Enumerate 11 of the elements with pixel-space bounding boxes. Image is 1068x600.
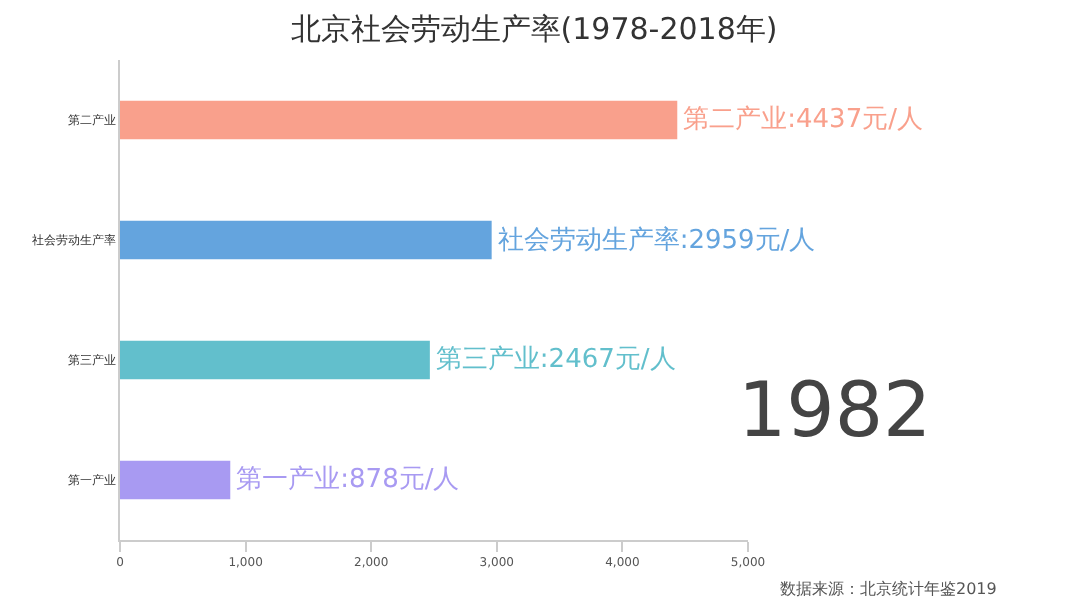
source-note: 数据来源：北京统计年鉴2019 (780, 580, 997, 598)
data-label: 第二产业:4437元/人 (683, 105, 923, 135)
data-label: 社会劳动生产率:2959元/人 (497, 224, 816, 256)
annotation: 1982 (738, 366, 932, 454)
bar (120, 220, 492, 260)
data-label: 第三产业:2467元/人 (435, 345, 676, 375)
chart-title: 北京社会劳动生产率(1978-2018年) (290, 11, 778, 47)
bar (120, 100, 678, 140)
bar (120, 460, 231, 500)
bar (120, 340, 430, 380)
data-label: 第一产业:878元/人 (236, 465, 460, 495)
